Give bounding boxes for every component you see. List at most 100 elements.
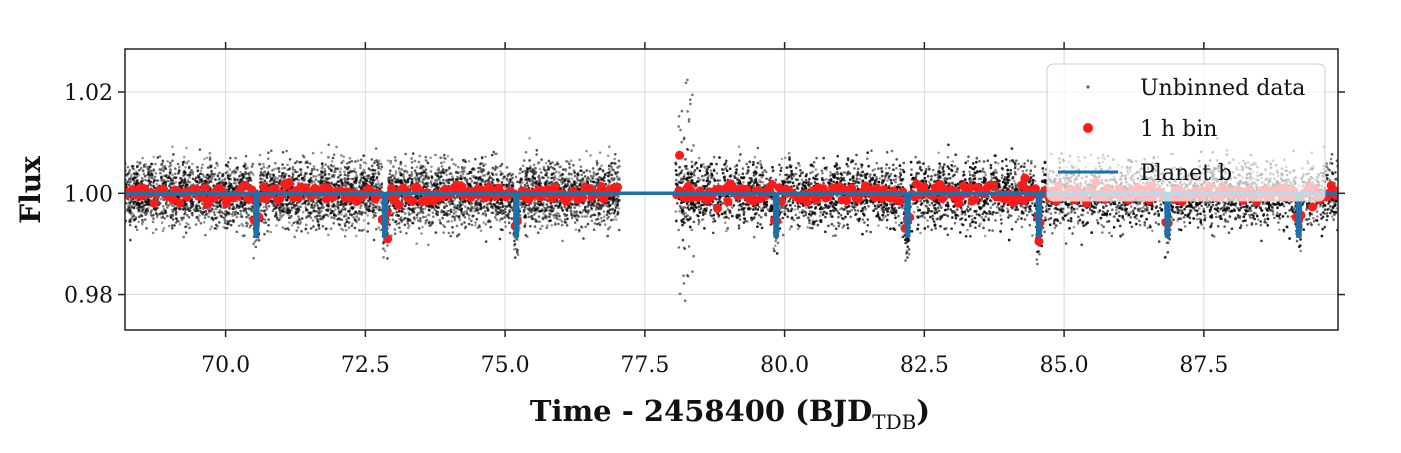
unbinned-point — [455, 214, 458, 218]
unbinned-point — [205, 213, 209, 216]
unbinned-point — [196, 166, 199, 169]
unbinned-point — [250, 207, 253, 211]
unbinned-point — [321, 225, 325, 228]
unbinned-point — [139, 206, 143, 209]
unbinned-point — [436, 171, 440, 175]
unbinned-point — [389, 159, 393, 163]
unbinned-point — [180, 177, 183, 180]
unbinned-point — [210, 225, 213, 228]
unbinned-point — [350, 159, 354, 163]
unbinned-point — [281, 226, 285, 229]
unbinned-point — [154, 162, 157, 166]
unbinned-point — [484, 155, 487, 159]
unbinned-point — [323, 167, 326, 171]
unbinned-point — [507, 221, 511, 225]
unbinned-point — [203, 179, 206, 183]
unbinned-point — [442, 178, 445, 182]
unbinned-point — [169, 213, 173, 217]
unbinned-point — [359, 166, 362, 170]
unbinned-point — [500, 162, 504, 166]
unbinned-point — [347, 226, 351, 229]
unbinned-point — [313, 180, 316, 184]
unbinned-point — [212, 211, 216, 214]
unbinned-point — [440, 165, 444, 168]
unbinned-point — [601, 169, 605, 172]
unbinned-point — [402, 172, 405, 176]
unbinned-point — [538, 167, 542, 171]
unbinned-point — [398, 170, 402, 173]
unbinned-point — [257, 239, 261, 242]
unbinned-point — [495, 218, 499, 221]
unbinned-point — [330, 175, 334, 178]
unbinned-point — [430, 185, 433, 189]
unbinned-point — [410, 161, 414, 164]
unbinned-point — [340, 154, 343, 157]
unbinned-point — [307, 203, 310, 206]
unbinned-point — [503, 220, 507, 224]
unbinned-point — [267, 164, 271, 168]
unbinned-point — [159, 197, 163, 201]
unbinned-point — [308, 181, 312, 184]
unbinned-point — [235, 215, 239, 219]
unbinned-point — [393, 228, 397, 231]
unbinned-point — [300, 177, 304, 180]
unbinned-point — [598, 151, 602, 154]
unbinned-point — [299, 171, 303, 174]
unbinned-point — [484, 163, 487, 166]
unbinned-point — [136, 160, 139, 164]
unbinned-point — [129, 238, 132, 242]
unbinned-point — [135, 228, 139, 231]
unbinned-point — [155, 212, 158, 216]
unbinned-point — [580, 173, 583, 177]
unbinned-point — [570, 213, 573, 216]
unbinned-point — [600, 164, 603, 167]
unbinned-point — [281, 163, 284, 166]
unbinned-point — [509, 200, 513, 204]
unbinned-point — [191, 162, 194, 166]
unbinned-point — [250, 165, 254, 168]
unbinned-point — [513, 239, 516, 243]
unbinned-point — [423, 207, 427, 211]
unbinned-point — [163, 217, 166, 220]
unbinned-point — [304, 205, 308, 209]
unbinned-point — [584, 225, 587, 229]
unbinned-point — [383, 249, 387, 253]
unbinned-point — [476, 166, 480, 170]
unbinned-point — [152, 155, 155, 159]
unbinned-point — [548, 215, 551, 218]
unbinned-point — [260, 167, 263, 171]
unbinned-point — [552, 207, 555, 211]
unbinned-point — [608, 145, 611, 148]
unbinned-point — [435, 211, 438, 215]
unbinned-point — [308, 162, 312, 165]
unbinned-point — [564, 169, 568, 172]
unbinned-point — [618, 178, 621, 181]
unbinned-point — [554, 204, 557, 207]
unbinned-point — [499, 164, 502, 168]
unbinned-point — [451, 177, 455, 181]
unbinned-point — [228, 168, 232, 171]
unbinned-point — [614, 215, 617, 218]
unbinned-point — [446, 209, 450, 213]
unbinned-point — [263, 232, 266, 236]
unbinned-point — [507, 172, 511, 176]
unbinned-point — [309, 172, 313, 176]
unbinned-point — [219, 214, 222, 217]
unbinned-point — [467, 160, 471, 163]
unbinned-point — [201, 173, 205, 176]
unbinned-point — [607, 215, 610, 219]
unbinned-point — [166, 214, 169, 218]
unbinned-point — [264, 221, 268, 224]
unbinned-point — [286, 163, 289, 167]
unbinned-point — [436, 213, 440, 217]
unbinned-point — [356, 159, 360, 162]
unbinned-point — [376, 160, 379, 164]
unbinned-point — [382, 255, 385, 259]
unbinned-point — [525, 178, 528, 181]
unbinned-point — [197, 219, 201, 223]
unbinned-point — [575, 210, 578, 213]
unbinned-point — [136, 165, 139, 169]
unbinned-point — [290, 206, 294, 210]
unbinned-point — [565, 209, 569, 213]
unbinned-point — [286, 168, 290, 171]
